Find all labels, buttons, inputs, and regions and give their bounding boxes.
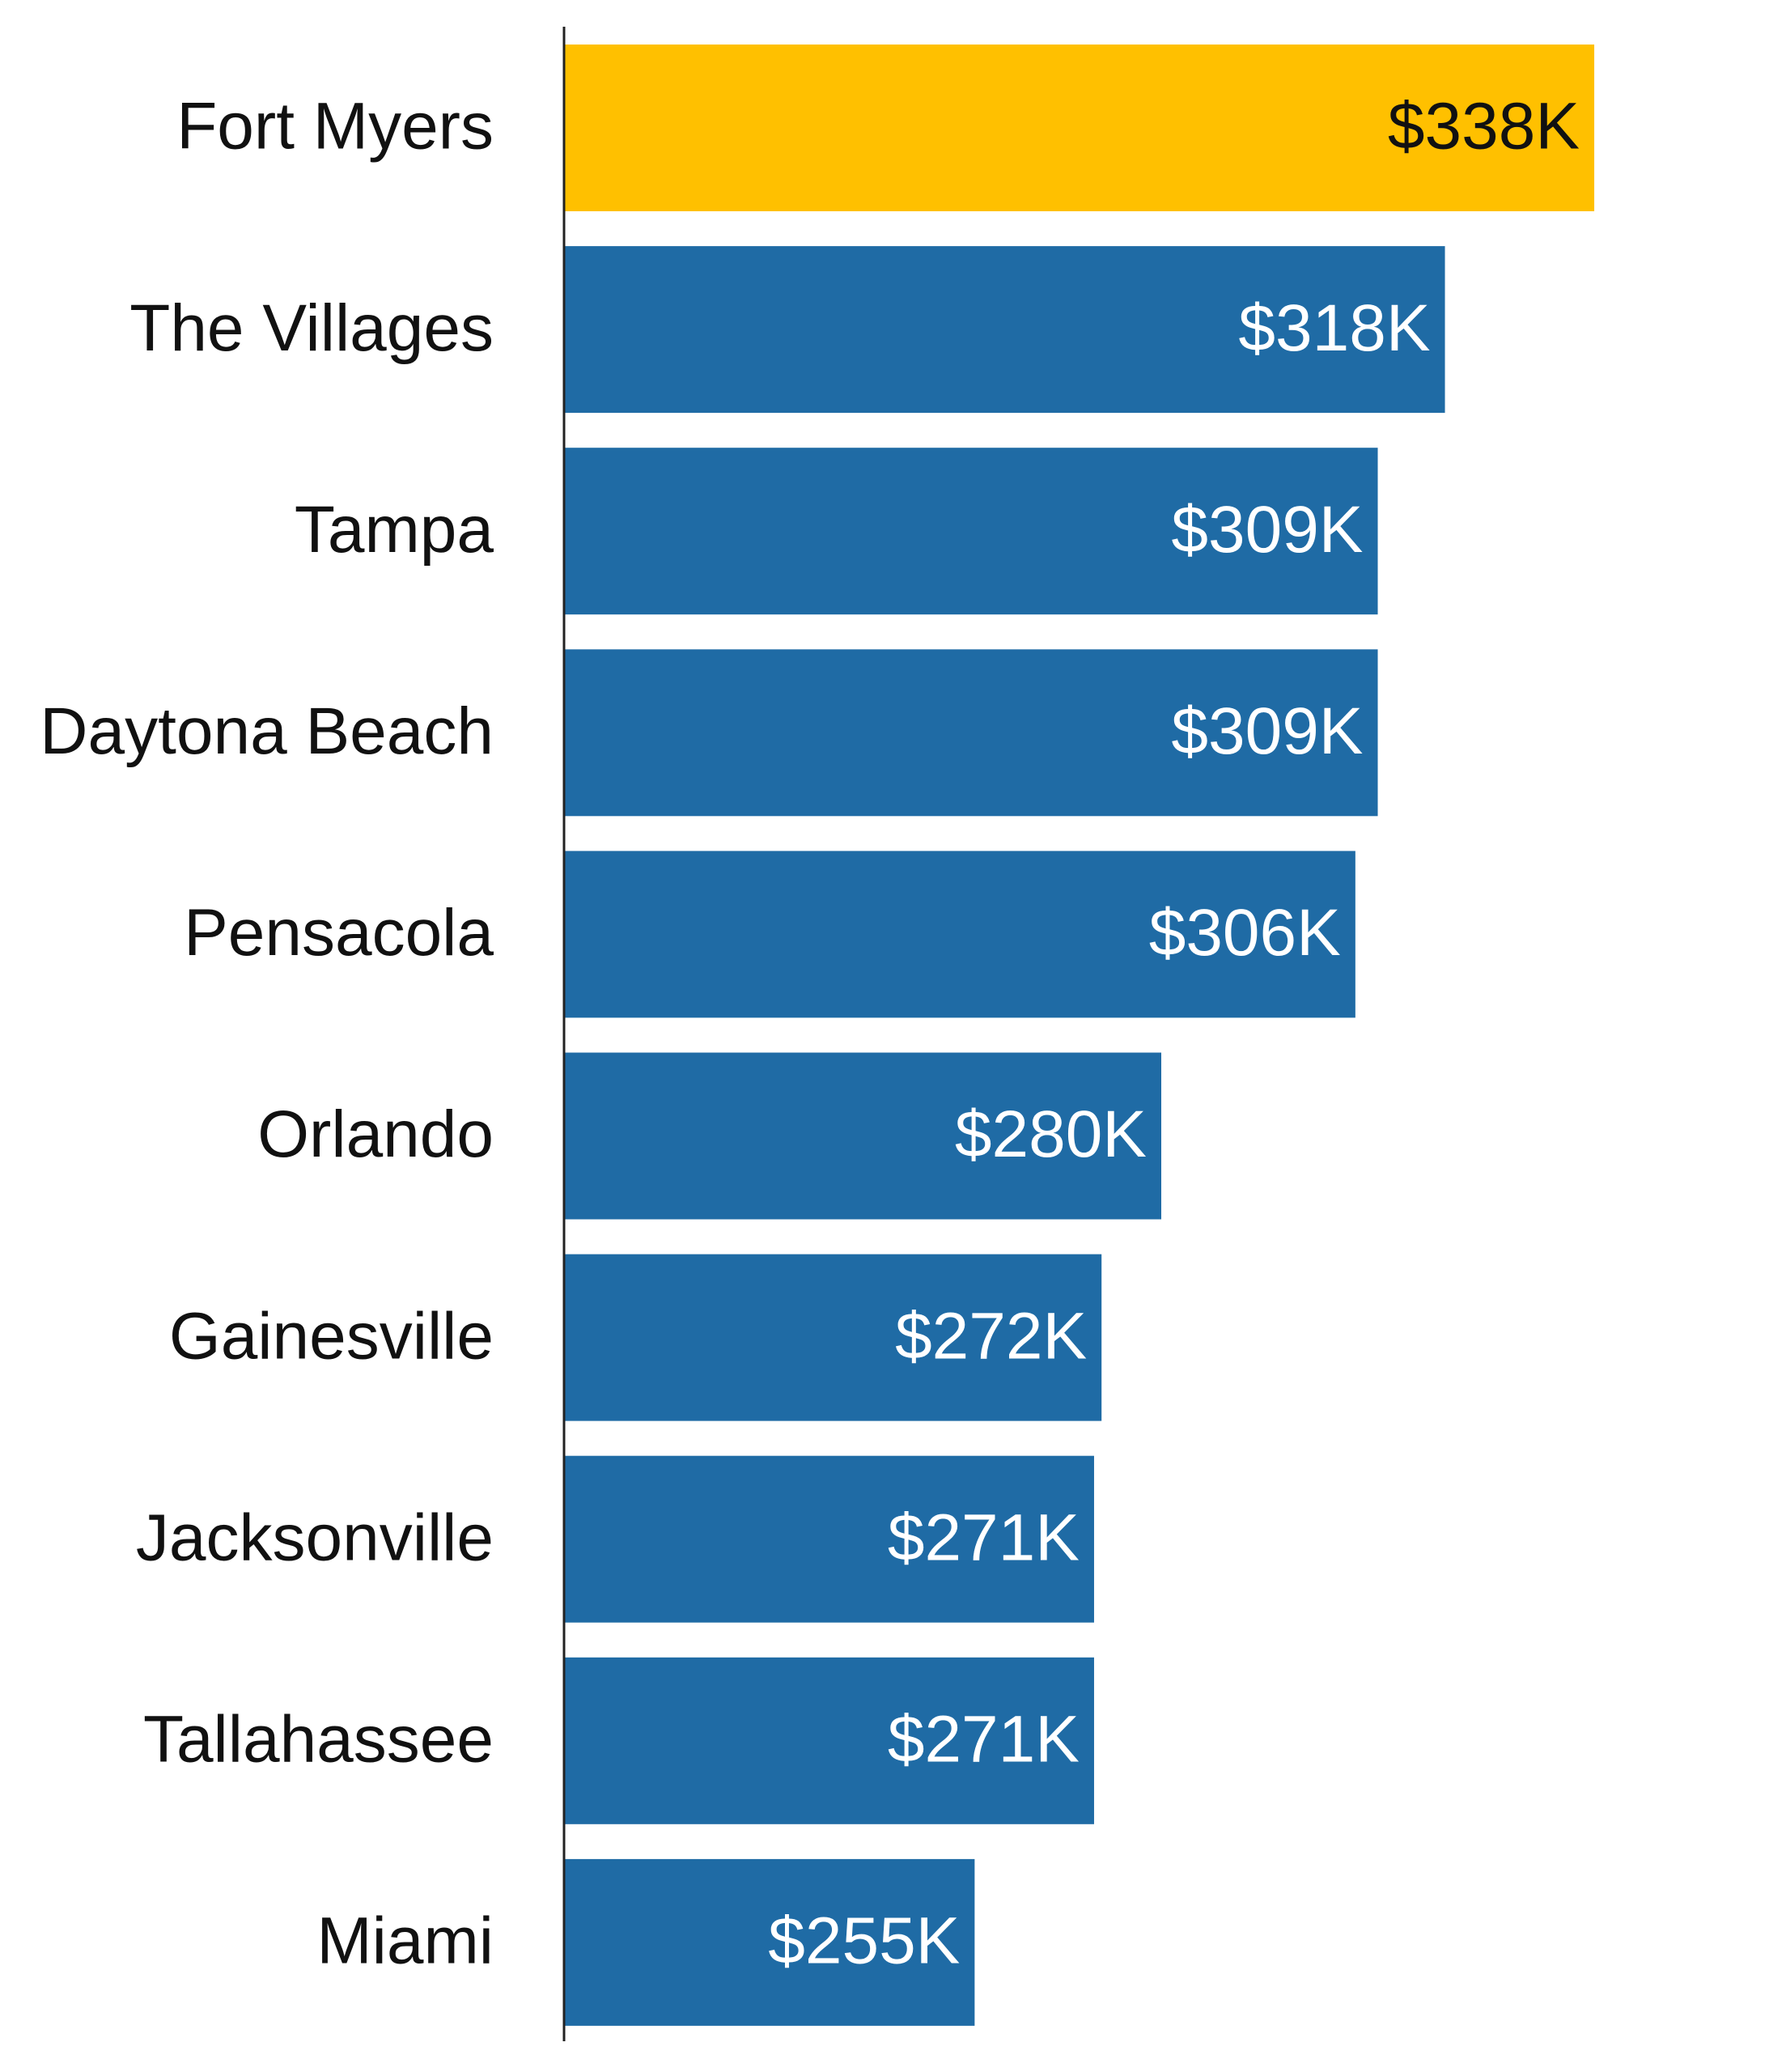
category-label: The Villages: [129, 291, 494, 365]
value-label: $280K: [955, 1098, 1147, 1171]
category-label: Gainesville: [169, 1299, 494, 1373]
category-label: Orlando: [257, 1098, 494, 1171]
bar: [564, 1254, 1102, 1421]
bar: [564, 851, 1355, 1018]
category-label: Daytona Beach: [40, 694, 494, 768]
value-label: $272K: [895, 1299, 1087, 1373]
value-label: $271K: [888, 1702, 1080, 1776]
bar: [564, 246, 1445, 414]
value-label: $338K: [1388, 90, 1580, 163]
bar: [564, 1657, 1094, 1824]
bar: [564, 1052, 1161, 1220]
value-label: $255K: [768, 1904, 960, 1978]
bar: [564, 649, 1378, 817]
value-label: $271K: [888, 1501, 1080, 1574]
value-label: $306K: [1149, 896, 1341, 970]
category-label: Tampa: [295, 493, 494, 567]
bar: [564, 45, 1595, 211]
category-label: Pensacola: [184, 896, 494, 970]
value-label: $309K: [1171, 493, 1363, 567]
category-label: Jacksonville: [136, 1501, 494, 1574]
value-label: $318K: [1238, 291, 1430, 365]
bar: [564, 1858, 975, 2026]
category-label: Tallahassee: [143, 1702, 494, 1776]
value-label: $309K: [1171, 694, 1363, 768]
bar: [564, 448, 1378, 615]
category-label: Miami: [316, 1904, 494, 1978]
category-label: Fort Myers: [176, 90, 494, 163]
bar: [564, 1455, 1094, 1623]
